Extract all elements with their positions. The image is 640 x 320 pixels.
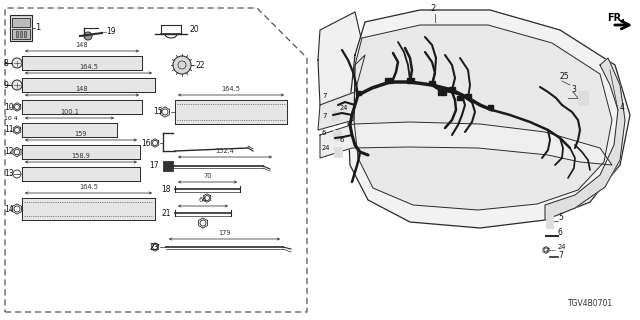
Polygon shape xyxy=(348,10,630,228)
Bar xyxy=(22,100,142,114)
Bar xyxy=(22,145,140,159)
Text: 10: 10 xyxy=(4,102,13,111)
Bar xyxy=(355,91,360,95)
Bar xyxy=(333,130,341,140)
Bar xyxy=(22,167,140,181)
Bar xyxy=(449,87,455,91)
Bar xyxy=(578,91,588,105)
Text: 159: 159 xyxy=(75,131,87,137)
Text: 14: 14 xyxy=(4,204,13,213)
Bar xyxy=(163,161,173,171)
Text: 7: 7 xyxy=(322,113,326,119)
Text: 21: 21 xyxy=(161,209,170,218)
Bar xyxy=(546,214,553,228)
Circle shape xyxy=(84,32,92,40)
Circle shape xyxy=(173,56,191,74)
Bar xyxy=(22,198,155,220)
Text: 1: 1 xyxy=(35,23,40,33)
Text: 13: 13 xyxy=(4,170,13,179)
Text: 15: 15 xyxy=(153,108,163,116)
Text: 23: 23 xyxy=(149,243,159,252)
Text: 11: 11 xyxy=(4,125,13,134)
Text: 152.4: 152.4 xyxy=(216,148,234,154)
Text: 20: 20 xyxy=(189,25,198,34)
Text: 18: 18 xyxy=(161,185,170,194)
Polygon shape xyxy=(318,12,365,105)
Text: 5: 5 xyxy=(558,213,563,222)
Bar xyxy=(331,110,339,120)
Text: FR.: FR. xyxy=(607,13,625,23)
Text: 8: 8 xyxy=(4,59,9,68)
Bar xyxy=(22,56,142,70)
Bar xyxy=(334,147,342,157)
Bar xyxy=(20,31,22,37)
Bar xyxy=(22,123,117,137)
Polygon shape xyxy=(545,58,625,220)
Text: 164.5: 164.5 xyxy=(221,86,241,92)
Text: 70: 70 xyxy=(204,173,212,179)
Bar xyxy=(310,0,640,320)
Bar xyxy=(22,78,155,92)
Text: 6: 6 xyxy=(340,137,344,143)
Bar xyxy=(24,31,26,37)
Text: 158.9: 158.9 xyxy=(72,153,90,159)
Text: 148: 148 xyxy=(76,42,88,48)
Bar xyxy=(438,90,446,94)
Bar xyxy=(465,94,471,98)
Bar xyxy=(385,77,392,83)
Bar xyxy=(12,18,30,27)
Text: 7: 7 xyxy=(558,251,563,260)
Bar xyxy=(457,96,463,100)
Bar xyxy=(10,15,32,41)
Text: 17: 17 xyxy=(149,162,159,171)
Text: 22: 22 xyxy=(195,60,205,69)
Text: 10 4: 10 4 xyxy=(4,116,18,122)
Text: 148: 148 xyxy=(76,86,88,92)
Text: 6: 6 xyxy=(558,228,563,237)
Bar xyxy=(429,81,435,85)
Text: 25: 25 xyxy=(560,72,570,81)
Text: 2: 2 xyxy=(430,4,436,13)
Bar xyxy=(16,31,18,37)
Text: 6: 6 xyxy=(322,130,326,136)
Bar xyxy=(175,100,287,124)
Text: 12: 12 xyxy=(4,148,13,156)
Text: 24: 24 xyxy=(340,105,349,111)
Bar xyxy=(12,29,30,39)
Text: 164.5: 164.5 xyxy=(79,64,98,70)
Polygon shape xyxy=(318,55,365,130)
Text: 4: 4 xyxy=(620,103,625,112)
Text: 64: 64 xyxy=(199,197,207,203)
Text: 24: 24 xyxy=(558,244,566,250)
Text: 179: 179 xyxy=(218,230,231,236)
Polygon shape xyxy=(354,25,612,210)
Text: 164.5: 164.5 xyxy=(79,184,98,190)
Text: 100.1: 100.1 xyxy=(60,109,79,115)
Circle shape xyxy=(12,80,22,90)
Text: 24: 24 xyxy=(322,145,330,151)
Text: 9: 9 xyxy=(4,81,9,90)
Text: 3: 3 xyxy=(571,85,576,94)
Text: 7: 7 xyxy=(322,93,326,99)
Bar xyxy=(488,105,493,109)
Circle shape xyxy=(12,58,22,68)
Bar xyxy=(406,77,413,83)
Polygon shape xyxy=(320,122,612,165)
Text: 19: 19 xyxy=(106,28,116,36)
Text: 16: 16 xyxy=(141,139,150,148)
Text: TGV4B0701: TGV4B0701 xyxy=(568,299,613,308)
